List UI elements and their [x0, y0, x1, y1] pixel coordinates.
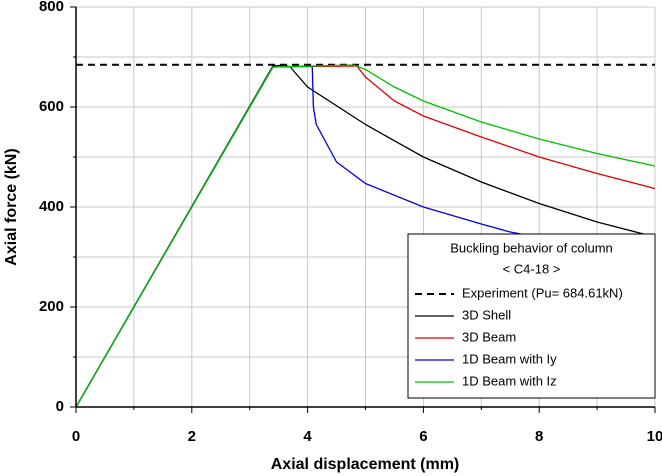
y-axis-title: Axial force (kN)	[3, 148, 20, 265]
legend-label: 1D Beam with Iz	[462, 373, 557, 388]
series-line	[76, 64, 655, 407]
x-tick-label: 8	[535, 428, 543, 445]
x-tick-label: 6	[419, 428, 427, 445]
series-line	[76, 64, 655, 407]
legend-label: 3D Shell	[462, 307, 511, 322]
y-tick-label: 0	[56, 398, 64, 415]
legend-label: Experiment (Pu= 684.61kN)	[462, 285, 623, 300]
legend-title: Buckling behavior of column	[450, 240, 613, 255]
x-tick-label: 4	[303, 428, 312, 445]
legend-label: 1D Beam with Iy	[462, 351, 557, 366]
legend-label: 3D Beam	[462, 329, 516, 344]
y-tick-label: 800	[39, 0, 64, 15]
legend-title: < C4-18 >	[503, 261, 561, 276]
x-tick-label: 0	[72, 428, 80, 445]
x-tick-label: 2	[188, 428, 196, 445]
y-tick-label: 400	[39, 198, 64, 215]
x-tick-label: 10	[647, 428, 662, 445]
y-tick-label: 600	[39, 98, 64, 115]
x-axis-title: Axial displacement (mm)	[271, 456, 460, 473]
y-tick-label: 200	[39, 298, 64, 315]
